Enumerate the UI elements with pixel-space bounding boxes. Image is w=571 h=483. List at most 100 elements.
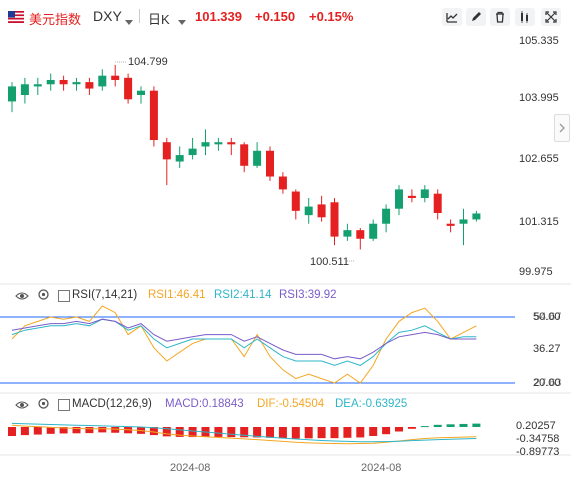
- macd-title: MACD(12,26,9): [72, 398, 152, 410]
- indicator-settings-tool[interactable]: [515, 8, 535, 26]
- macd-histogram-bar: [382, 427, 391, 435]
- eye-icon[interactable]: [15, 289, 29, 307]
- candle-body[interactable]: [407, 195, 416, 198]
- macd-histogram-bar: [291, 427, 300, 439]
- instrument-name[interactable]: 美元指数: [29, 12, 82, 27]
- rsi-series-line: [11, 305, 477, 384]
- candle-body[interactable]: [253, 150, 262, 166]
- candle-body[interactable]: [472, 213, 481, 220]
- panel-expand-button[interactable]: [554, 114, 570, 142]
- macd-histogram-bar: [395, 427, 403, 432]
- rsi-title: RSI(7,14,21): [72, 289, 138, 301]
- macd-histogram-bar: [433, 424, 442, 427]
- candle-body[interactable]: [317, 204, 326, 218]
- macd-layer: [8, 422, 481, 445]
- candle-body[interactable]: [266, 150, 274, 177]
- header-divider: [139, 9, 140, 23]
- candle-body[interactable]: [278, 176, 287, 190]
- candle-body[interactable]: [33, 84, 42, 87]
- macd-histogram-bar: [33, 427, 42, 435]
- macd-histogram-bar: [407, 427, 416, 429]
- price-tick: 102.655: [519, 153, 559, 165]
- macd-histogram-bar: [137, 427, 145, 434]
- candle-body[interactable]: [214, 142, 223, 145]
- candle-body[interactable]: [446, 223, 455, 226]
- candle-body[interactable]: [395, 189, 403, 209]
- candle-body[interactable]: [59, 79, 68, 85]
- candle-body[interactable]: [240, 144, 249, 166]
- candle-body[interactable]: [124, 77, 133, 100]
- candle-body[interactable]: [420, 189, 429, 198]
- gear-icon[interactable]: [37, 288, 50, 306]
- macd-histogram-bar: [85, 427, 94, 434]
- macd-histogram-bar: [446, 424, 455, 427]
- candle-body[interactable]: [291, 191, 300, 211]
- candle-body[interactable]: [330, 202, 339, 237]
- macd-histogram-bar: [278, 427, 287, 439]
- x-axis-label: 2024-08: [170, 462, 211, 474]
- candle-body[interactable]: [98, 75, 107, 87]
- macd-value: MACD:0.18843: [165, 398, 244, 410]
- candle-body[interactable]: [459, 219, 468, 224]
- candle-body[interactable]: [137, 90, 145, 95]
- candle-body[interactable]: [149, 90, 158, 141]
- chevron-down-icon[interactable]: [125, 13, 133, 31]
- candle-body[interactable]: [433, 193, 442, 213]
- price-tick: 99.975: [519, 266, 553, 278]
- chevron-down-icon[interactable]: [178, 13, 186, 31]
- eye-icon[interactable]: [15, 398, 29, 416]
- rsi1-value: RSI1:46.41: [148, 289, 206, 301]
- candle-body[interactable]: [356, 230, 365, 239]
- rsi-tick-upper: 50.00: [533, 311, 561, 323]
- macd-histogram-bar: [162, 427, 171, 437]
- candle-body[interactable]: [188, 148, 197, 156]
- macd-histogram-bar: [8, 427, 16, 436]
- price-tick: 103.995: [519, 92, 559, 104]
- chevron-right-icon: [559, 123, 565, 133]
- candle-body[interactable]: [369, 223, 378, 239]
- period-selector[interactable]: 日K: [148, 12, 170, 27]
- macd-histogram-bar: [98, 427, 107, 433]
- macd-tick: -0.34758: [516, 433, 560, 445]
- delete-tool[interactable]: [490, 8, 510, 26]
- checkbox-icon[interactable]: [58, 289, 70, 307]
- candle-body[interactable]: [343, 230, 352, 237]
- gear-icon[interactable]: [37, 397, 50, 415]
- rsi-tick-mid: 36.27: [533, 343, 561, 355]
- macd-histogram-bar: [59, 427, 68, 434]
- instrument-symbol[interactable]: DXY: [93, 8, 122, 24]
- candle-body[interactable]: [175, 155, 184, 162]
- macd-histogram-bar: [343, 427, 352, 438]
- macd-histogram-bar: [330, 427, 339, 439]
- price-change-pct: +0.15%: [309, 9, 354, 24]
- candle-body[interactable]: [304, 206, 313, 216]
- macd-signal-line: [11, 424, 477, 445]
- checkbox-icon[interactable]: [58, 398, 70, 416]
- price-change: +0.150: [255, 9, 296, 24]
- candle-body[interactable]: [111, 75, 120, 80]
- line-draw-tool[interactable]: [442, 8, 462, 26]
- candle-body[interactable]: [8, 86, 16, 102]
- rsi2-value: RSI2:41.14: [214, 289, 272, 301]
- high-marker-label: 104.799: [128, 56, 168, 68]
- candle-body[interactable]: [85, 82, 94, 89]
- macd-histogram-bar: [304, 427, 313, 439]
- macd-histogram-bar: [253, 427, 262, 438]
- pen-tool[interactable]: [466, 8, 486, 26]
- dif-value: DIF:-0.54504: [257, 398, 325, 410]
- macd-histogram-bar: [72, 427, 81, 434]
- macd-histogram-bar: [214, 427, 223, 437]
- macd-histogram-bar: [175, 427, 184, 437]
- macd-histogram-bar: [188, 427, 197, 438]
- candle-body[interactable]: [20, 84, 29, 95]
- candle-body[interactable]: [382, 208, 391, 224]
- candle-body[interactable]: [162, 142, 171, 160]
- candle-body[interactable]: [46, 79, 55, 85]
- candle-body[interactable]: [227, 142, 236, 145]
- macd-histogram-bar: [227, 427, 236, 438]
- candle-body[interactable]: [201, 142, 210, 147]
- fullscreen-tool[interactable]: [541, 8, 561, 26]
- candle-body[interactable]: [72, 82, 81, 85]
- macd-histogram-bar: [356, 427, 365, 438]
